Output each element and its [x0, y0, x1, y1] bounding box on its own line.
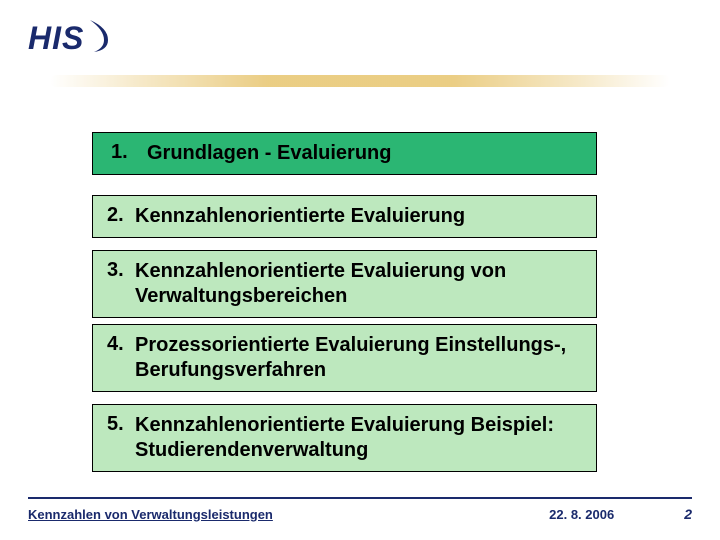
logo-swoosh-icon	[86, 18, 116, 59]
page-number: 2	[684, 506, 692, 522]
logo: HIS	[28, 18, 116, 59]
agenda-item: 1.Grundlagen - Evaluierung	[92, 132, 597, 175]
footer: Kennzahlen von Verwaltungsleistungen 22.…	[28, 506, 692, 522]
agenda-item-number: 5.	[107, 413, 135, 436]
agenda-item-number: 1.	[107, 141, 147, 164]
agenda-item-number: 2.	[107, 204, 135, 227]
spacer	[92, 392, 597, 404]
agenda-item: 5.Kennzahlenorientierte Evaluierung Beis…	[92, 404, 597, 472]
agenda-item: 4.Prozessorientierte Evaluierung Einstel…	[92, 324, 597, 392]
logo-text: HIS	[28, 20, 84, 57]
spacer	[92, 238, 597, 250]
agenda-item-number: 3.	[107, 259, 135, 282]
agenda-list: 1.Grundlagen - Evaluierung2.Kennzahlenor…	[92, 132, 597, 472]
agenda-item-number: 4.	[107, 333, 135, 356]
footer-title: Kennzahlen von Verwaltungsleistungen	[28, 507, 273, 522]
decorative-gold-bar	[50, 75, 670, 87]
footer-right: 22. 8. 2006 2	[549, 506, 692, 522]
agenda-item-text: Prozessorientierte Evaluierung Einstellu…	[135, 333, 586, 383]
agenda-item: 3.Kennzahlenorientierte Evaluierung von …	[92, 250, 597, 318]
footer-divider	[28, 497, 692, 499]
agenda-item-text: Grundlagen - Evaluierung	[147, 141, 586, 166]
agenda-item-text: Kennzahlenorientierte Evaluierung Beispi…	[135, 413, 586, 463]
agenda-item-text: Kennzahlenorientierte Evaluierung von Ve…	[135, 259, 586, 309]
spacer	[92, 175, 597, 195]
footer-date: 22. 8. 2006	[549, 507, 614, 522]
agenda-item: 2.Kennzahlenorientierte Evaluierung	[92, 195, 597, 238]
agenda-item-text: Kennzahlenorientierte Evaluierung	[135, 204, 586, 229]
